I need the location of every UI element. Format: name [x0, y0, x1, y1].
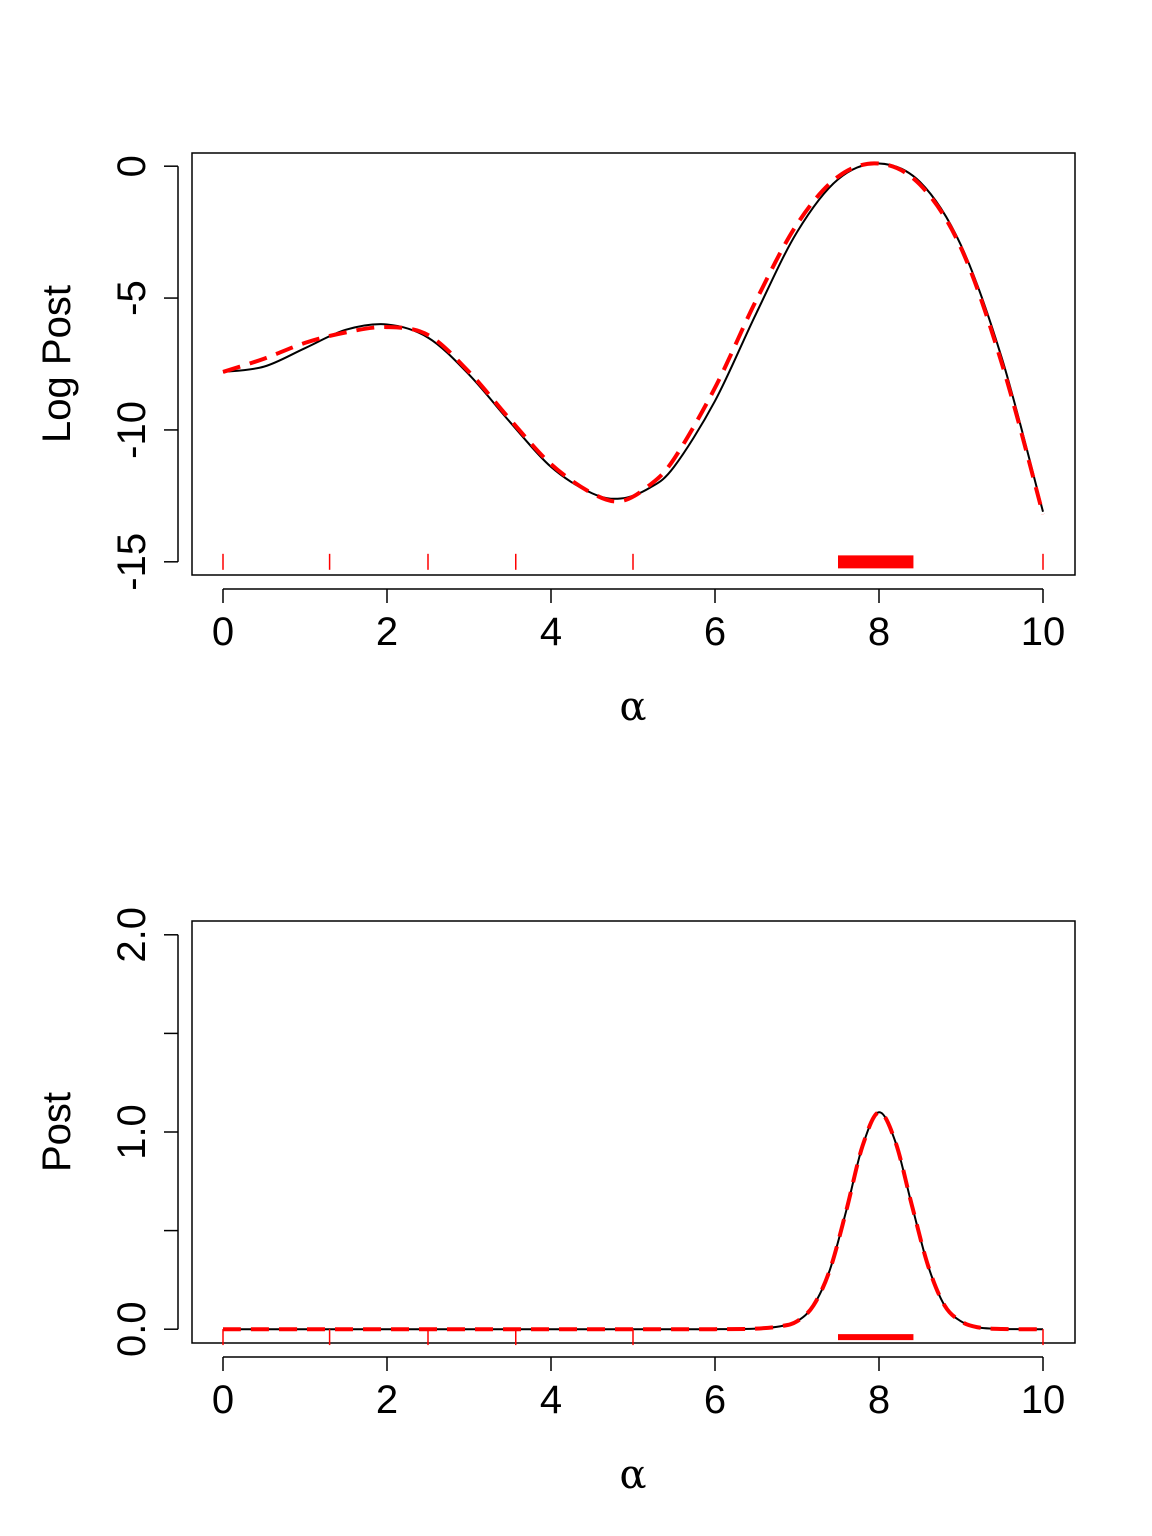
y-axis: -15 -10 -5 0 [110, 155, 179, 591]
panel-posterior: 0 2 4 6 8 10 0.0 1.0 2.0 α Post [35, 907, 1076, 1498]
series-line-approximation [222, 161, 1045, 515]
x-tick-label: 8 [868, 610, 890, 654]
y-tick-label: 1.0 [110, 1104, 154, 1160]
y-tick-label: -10 [110, 401, 154, 459]
series-line-exact [222, 162, 1044, 512]
rug-group [222, 553, 1044, 570]
x-tick-label: 0 [212, 610, 234, 654]
x-axis-title: α [619, 684, 646, 730]
x-tick-label: 4 [540, 1378, 562, 1422]
y-tick-label: 0 [110, 155, 154, 177]
x-axis: 0 2 4 6 8 10 [212, 1356, 1066, 1422]
x-axis-title: α [619, 1452, 646, 1498]
x-tick-label: 2 [376, 1378, 398, 1422]
y-tick-label: -15 [110, 533, 154, 591]
x-tick-label: 4 [540, 610, 562, 654]
y-tick-label: -5 [110, 280, 154, 316]
y-axis: 0.0 1.0 2.0 [110, 907, 179, 1357]
series-group [222, 161, 1045, 515]
y-axis-title: Post [35, 1092, 79, 1172]
plot-frame [191, 920, 1076, 1344]
x-tick-label: 0 [212, 1378, 234, 1422]
x-axis: 0 2 4 6 8 10 [212, 588, 1066, 654]
plot-frame [191, 152, 1076, 576]
y-tick-label: 2.0 [110, 907, 154, 963]
rug-group [222, 1329, 1044, 1346]
x-tick-label: 10 [1021, 610, 1066, 654]
x-tick-label: 2 [376, 610, 398, 654]
series-line-exact [222, 1111, 1044, 1331]
series-group [222, 1110, 1044, 1332]
series-line-approximation [222, 1110, 1044, 1332]
panel-log-posterior: 0 2 4 6 8 10 -15 -10 -5 0 α Log Post [35, 152, 1076, 730]
x-tick-label: 6 [704, 1378, 726, 1422]
x-tick-label: 8 [868, 1378, 890, 1422]
y-axis-title: Log Post [35, 285, 79, 443]
x-tick-label: 10 [1021, 1378, 1066, 1422]
y-tick-label: 0.0 [110, 1301, 154, 1357]
x-tick-label: 6 [704, 610, 726, 654]
